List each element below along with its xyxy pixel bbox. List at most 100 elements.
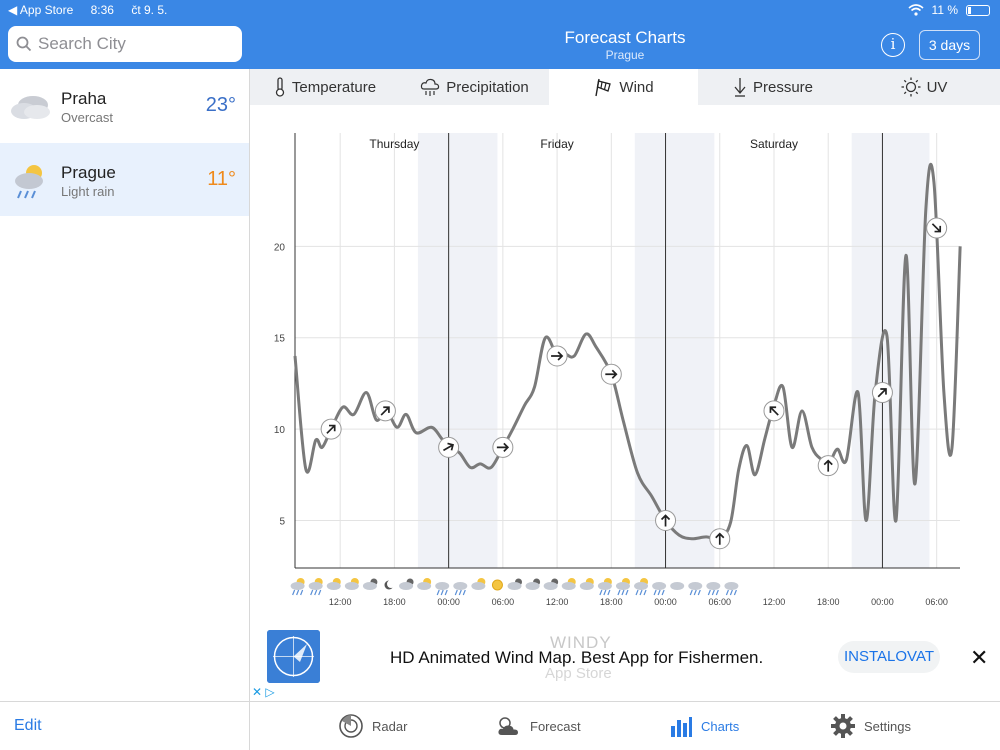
x-tick-label: 12:00 bbox=[329, 597, 352, 607]
city-item-prague[interactable]: Prague Light rain 11° bbox=[0, 143, 249, 216]
chart-tabs: Temperature Precipitation Wind bbox=[250, 69, 1000, 105]
wind-direction-marker bbox=[374, 400, 396, 422]
wind-direction-marker bbox=[817, 455, 839, 477]
sun-rain-icon bbox=[290, 578, 305, 596]
x-tick-label: 00:00 bbox=[871, 597, 894, 607]
status-time: 8:36 bbox=[90, 3, 114, 17]
charts-icon bbox=[671, 717, 692, 737]
tab-temperature[interactable]: Temperature bbox=[250, 69, 400, 105]
x-tick-label: 06:00 bbox=[925, 597, 948, 607]
night-band bbox=[417, 133, 498, 568]
forecast-icon bbox=[498, 717, 518, 735]
cloud-icon bbox=[670, 582, 685, 590]
x-tick-label: 06:00 bbox=[708, 597, 731, 607]
sun-cloud-icon bbox=[561, 578, 576, 590]
x-tick-label: 18:00 bbox=[383, 597, 406, 607]
rain-icon bbox=[688, 582, 703, 596]
sun-rain-icon bbox=[597, 578, 612, 596]
tabbar-label: Settings bbox=[864, 718, 911, 734]
divider bbox=[249, 702, 250, 750]
wind-speed-line bbox=[293, 162, 962, 541]
sun-rain-icon bbox=[615, 578, 630, 596]
city-name: Praha bbox=[61, 89, 107, 108]
wind-direction-marker bbox=[438, 436, 460, 458]
tabbar-label: Forecast bbox=[530, 718, 581, 734]
tab-label: UV bbox=[926, 78, 948, 96]
ad-watermark-title: WINDY bbox=[550, 633, 612, 652]
tab-label: Wind bbox=[619, 78, 654, 96]
sun-cloud-icon bbox=[471, 578, 486, 590]
edit-button[interactable]: Edit bbox=[14, 717, 42, 734]
day-label: Thursday bbox=[369, 137, 419, 151]
wind-direction-marker bbox=[871, 382, 893, 404]
cloud-night-icon bbox=[399, 578, 414, 590]
city-temperature: 11° bbox=[207, 168, 236, 190]
sun-rain-icon bbox=[634, 578, 649, 596]
rain-icon bbox=[435, 582, 450, 596]
tab-label: Pressure bbox=[752, 78, 814, 96]
tab-pressure[interactable]: Pressure bbox=[698, 69, 848, 105]
wind-direction-marker bbox=[320, 418, 342, 440]
wifi-icon bbox=[908, 4, 924, 16]
tabbar-charts[interactable]: Charts bbox=[669, 712, 739, 740]
tab-wind[interactable]: Wind bbox=[549, 69, 698, 105]
ad-text[interactable]: HD Animated Wind Map. Best App for Fishe… bbox=[390, 648, 764, 667]
tab-bar: Edit Radar Forecast Charts bbox=[0, 701, 1000, 750]
tabbar-label: Charts bbox=[701, 718, 740, 734]
day-label: Saturday bbox=[750, 137, 798, 151]
x-tick-label: 06:00 bbox=[492, 597, 515, 607]
tabbar-label: Radar bbox=[372, 718, 408, 734]
ad-watermark-store: App Store bbox=[545, 665, 612, 682]
tabbar-radar[interactable]: Radar bbox=[338, 712, 407, 740]
sun-cloud-icon bbox=[579, 578, 594, 590]
sun-icon bbox=[901, 77, 921, 97]
x-tick-label: 00:00 bbox=[654, 597, 677, 607]
sun-cloud-icon bbox=[326, 578, 341, 590]
app-icon[interactable] bbox=[267, 630, 320, 683]
search-field[interactable] bbox=[8, 26, 242, 62]
install-button[interactable]: INSTALOVAT bbox=[838, 641, 940, 673]
gear-icon bbox=[831, 714, 855, 738]
y-tick-label: 5 bbox=[279, 516, 285, 527]
battery-icon bbox=[966, 4, 990, 16]
windsock-icon bbox=[595, 78, 612, 97]
tab-label: Precipitation bbox=[446, 78, 529, 96]
light-rain-icon bbox=[15, 165, 43, 199]
wind-direction-marker bbox=[600, 363, 622, 385]
tabbar-settings[interactable]: Settings bbox=[830, 712, 911, 740]
cloud-night-icon bbox=[507, 578, 523, 590]
page-title: Forecast Charts bbox=[564, 28, 686, 47]
rain-icon bbox=[706, 582, 721, 596]
x-tick-label: 12:00 bbox=[763, 597, 786, 607]
close-ad-button[interactable]: ✕ bbox=[970, 645, 989, 670]
rain-icon bbox=[724, 582, 739, 596]
x-tick-label: 18:00 bbox=[600, 597, 623, 607]
sun-cloud-icon bbox=[417, 578, 432, 590]
x-tick-label: 12:00 bbox=[546, 597, 569, 607]
status-date: čt 9. 5. bbox=[131, 3, 168, 17]
sun-rain-icon bbox=[308, 578, 323, 596]
city-list: Praha Overcast 23° Prague Light rain 11° bbox=[0, 69, 250, 701]
ad-banner[interactable]: WINDY App Store HD Animated Wind Map. Be… bbox=[250, 625, 1000, 701]
search-input[interactable] bbox=[38, 34, 228, 54]
wind-direction-marker bbox=[655, 509, 677, 531]
city-item-praha[interactable]: Praha Overcast 23° bbox=[0, 69, 249, 142]
ad-choices-icon[interactable]: ✕ ▷ bbox=[252, 685, 275, 699]
back-to-app-store[interactable]: ◀ App Store bbox=[8, 3, 74, 17]
rain-icon bbox=[652, 582, 667, 596]
tab-uv[interactable]: UV bbox=[848, 69, 1000, 105]
wind-direction-marker bbox=[492, 436, 514, 458]
tabbar-forecast[interactable]: Forecast bbox=[494, 712, 581, 740]
info-button[interactable]: i bbox=[881, 33, 905, 57]
wind-chart: 5 10 15 20 Thursday Friday Saturday 12:00 18:00 0… bbox=[274, 133, 962, 607]
tab-precipitation[interactable]: Precipitation bbox=[400, 69, 549, 105]
days-button[interactable]: 3 days bbox=[919, 30, 980, 60]
city-condition: Overcast bbox=[61, 110, 114, 125]
tab-label: Temperature bbox=[291, 78, 377, 96]
city-temperature: 23° bbox=[205, 94, 236, 116]
radar-icon bbox=[339, 714, 363, 738]
city-name: Prague bbox=[61, 163, 116, 182]
cloud-night-icon bbox=[362, 578, 378, 590]
sun-cloud-icon bbox=[344, 578, 359, 590]
